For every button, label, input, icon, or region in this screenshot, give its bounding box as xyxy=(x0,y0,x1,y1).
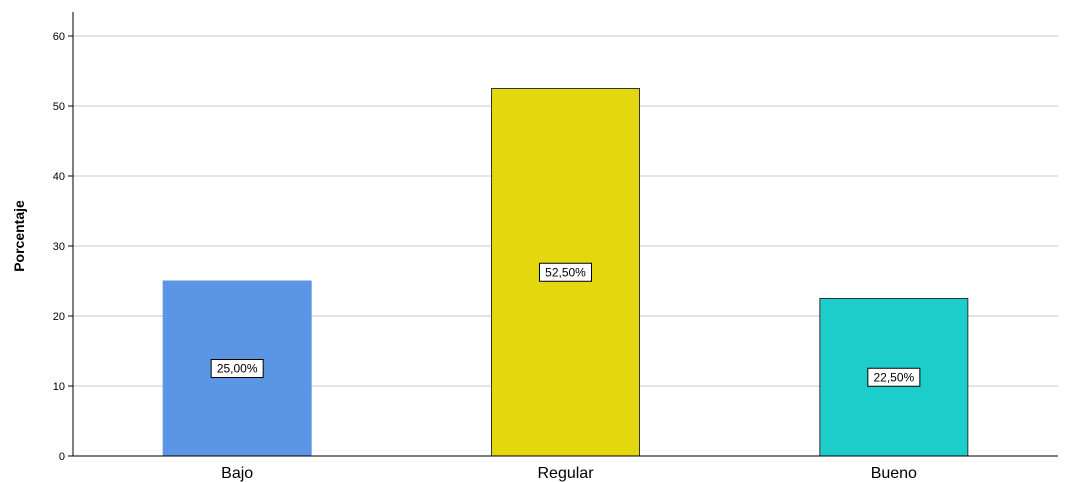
y-tick-label: 20 xyxy=(53,311,65,323)
y-tick-label: 30 xyxy=(53,241,65,253)
y-tick-label: 0 xyxy=(59,451,65,463)
y-tick-labels: 0 10 20 30 40 50 60 xyxy=(53,31,65,463)
x-category-label: Bajo xyxy=(221,465,253,482)
data-label-box xyxy=(539,262,592,282)
y-tick-label: 60 xyxy=(53,31,65,43)
data-label: 52,50% xyxy=(539,262,592,282)
data-label: 25,00% xyxy=(210,359,264,378)
data-label: 22,50% xyxy=(867,367,921,387)
axes xyxy=(68,12,1058,457)
x-category-label: Regular xyxy=(537,465,594,482)
y-tick-label: 40 xyxy=(53,171,65,183)
x-category-labels: Bajo Regular Bueno xyxy=(221,465,917,482)
x-category-label: Bueno xyxy=(871,465,917,482)
data-label-text: 52,50% xyxy=(545,265,586,279)
data-labels: 25,00% 52,50% 22,50% xyxy=(210,262,921,387)
y-tick-label: 10 xyxy=(53,381,65,393)
y-axis-label: Porcentaje xyxy=(11,200,27,272)
data-label-text: 25,00% xyxy=(217,362,258,376)
data-label-text: 22,50% xyxy=(873,370,914,384)
data-label-box xyxy=(210,359,264,378)
y-tick-label: 50 xyxy=(53,101,65,113)
data-label-box xyxy=(867,367,921,387)
